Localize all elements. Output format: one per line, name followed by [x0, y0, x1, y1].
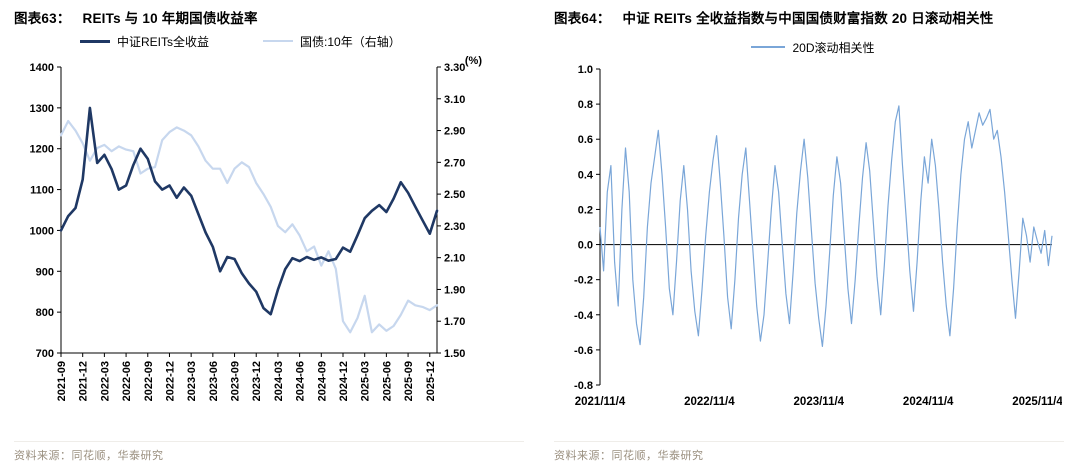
- svg-text:0.6: 0.6: [578, 134, 593, 146]
- svg-text:2022-03: 2022-03: [99, 361, 111, 401]
- legend-item-reits: 中证REITs全收益: [80, 33, 209, 50]
- svg-text:2024-09: 2024-09: [316, 361, 328, 401]
- figure63-legend: 中证REITs全收益 国债:10年（右轴）: [14, 29, 532, 53]
- svg-text:-0.8: -0.8: [574, 380, 593, 392]
- figure64-title-text: 中证 REITs 全收益指数与中国国债财富指数 20 日滚动相关性: [622, 11, 994, 26]
- svg-text:2022-09: 2022-09: [143, 361, 155, 401]
- svg-text:1.0: 1.0: [578, 64, 593, 76]
- svg-text:700: 700: [36, 348, 54, 360]
- svg-text:(%): (%): [465, 55, 482, 67]
- svg-text:2.50: 2.50: [444, 189, 465, 201]
- figure63-panel: 图表63： REITs 与 10 年期国债收益率 中证REITs全收益 国债:10…: [14, 7, 532, 463]
- legend-label-correlation: 20D滚动相关性: [792, 40, 875, 55]
- svg-text:2021-09: 2021-09: [56, 361, 68, 401]
- svg-text:2025-12: 2025-12: [425, 361, 437, 401]
- rolling-correlation-chart: 1.0 0.8 0.6 0.4 0.2 0.0 -0.2 -0.4 -0.6 -0.8 2021/1…: [574, 64, 1062, 408]
- svg-text:2025/11/4: 2025/11/4: [1012, 396, 1062, 408]
- svg-text:0.4: 0.4: [578, 169, 594, 181]
- svg-text:2.30: 2.30: [444, 221, 465, 233]
- svg-text:3.30: 3.30: [444, 62, 465, 74]
- figure64-title-prefix: 图表64：: [554, 11, 611, 26]
- svg-text:2023-06: 2023-06: [208, 361, 220, 401]
- svg-text:2024-03: 2024-03: [273, 361, 285, 401]
- svg-text:1.90: 1.90: [444, 284, 465, 296]
- svg-text:2.70: 2.70: [444, 157, 465, 169]
- svg-text:0.0: 0.0: [578, 240, 593, 252]
- figure63-title-text: REITs 与 10 年期国债收益率: [82, 11, 258, 26]
- svg-text:2023-09: 2023-09: [230, 361, 242, 401]
- svg-text:2.10: 2.10: [444, 253, 465, 265]
- svg-text:3.10: 3.10: [444, 94, 465, 106]
- figure63-source: 资料来源：同花顺，华泰研究: [14, 441, 524, 463]
- svg-text:2021-12: 2021-12: [78, 361, 90, 401]
- legend-label-bond: 国债:10年（右轴）: [300, 34, 401, 49]
- svg-text:2025-06: 2025-06: [381, 361, 393, 401]
- figure64-source: 资料来源：同花顺，华泰研究: [554, 441, 1064, 463]
- bond-line-swatch: [263, 39, 294, 43]
- svg-text:1400: 1400: [30, 62, 54, 74]
- figure64-legend: 20D滚动相关性: [554, 35, 1072, 59]
- figure63-title-prefix: 图表63：: [14, 11, 71, 26]
- svg-text:2024-12: 2024-12: [338, 361, 350, 401]
- svg-text:2.90: 2.90: [444, 126, 465, 138]
- svg-text:1.50: 1.50: [444, 348, 465, 360]
- svg-text:2023-12: 2023-12: [251, 361, 263, 401]
- legend-item-correlation: 20D滚动相关性: [751, 39, 875, 56]
- svg-text:2023-03: 2023-03: [186, 361, 198, 401]
- figure64-title: 图表64： 中证 REITs 全收益指数与中国国债财富指数 20 日滚动相关性: [554, 7, 1072, 27]
- svg-text:1.70: 1.70: [444, 316, 465, 328]
- svg-text:-0.4: -0.4: [574, 310, 594, 322]
- svg-text:2022-06: 2022-06: [121, 361, 133, 401]
- svg-text:1000: 1000: [30, 225, 54, 237]
- svg-text:1300: 1300: [30, 103, 54, 115]
- correlation-line-swatch: [751, 46, 786, 48]
- legend-item-bond: 国债:10年（右轴）: [263, 33, 401, 50]
- svg-text:-0.6: -0.6: [574, 345, 593, 357]
- figure64-panel: 图表64： 中证 REITs 全收益指数与中国国债财富指数 20 日滚动相关性 2…: [540, 0, 1080, 469]
- svg-text:2024/11/4: 2024/11/4: [903, 396, 954, 408]
- reits-vs-bond-yield-chart: 1400 1300 1200 1100 1000 900 800 700 3.30 3.10 2.9…: [30, 55, 483, 401]
- svg-text:1200: 1200: [30, 144, 54, 156]
- svg-text:2025-03: 2025-03: [360, 361, 372, 401]
- legend-label-reits: 中证REITs全收益: [117, 34, 210, 49]
- svg-text:2024-06: 2024-06: [295, 361, 307, 401]
- figure63-title: 图表63： REITs 与 10 年期国债收益率: [14, 7, 532, 27]
- svg-text:900: 900: [36, 266, 54, 278]
- svg-text:2022/11/4: 2022/11/4: [684, 396, 735, 408]
- svg-text:0.8: 0.8: [578, 99, 593, 111]
- svg-text:2021/11/4: 2021/11/4: [575, 396, 626, 408]
- svg-text:800: 800: [36, 307, 54, 319]
- reits-line-swatch: [80, 39, 110, 43]
- svg-text:0.2: 0.2: [578, 204, 593, 216]
- svg-text:-0.2: -0.2: [574, 275, 593, 287]
- svg-text:1100: 1100: [30, 185, 54, 197]
- svg-text:2023/11/4: 2023/11/4: [794, 396, 845, 408]
- svg-text:2025-09: 2025-09: [403, 361, 415, 401]
- svg-text:2022-12: 2022-12: [165, 361, 177, 401]
